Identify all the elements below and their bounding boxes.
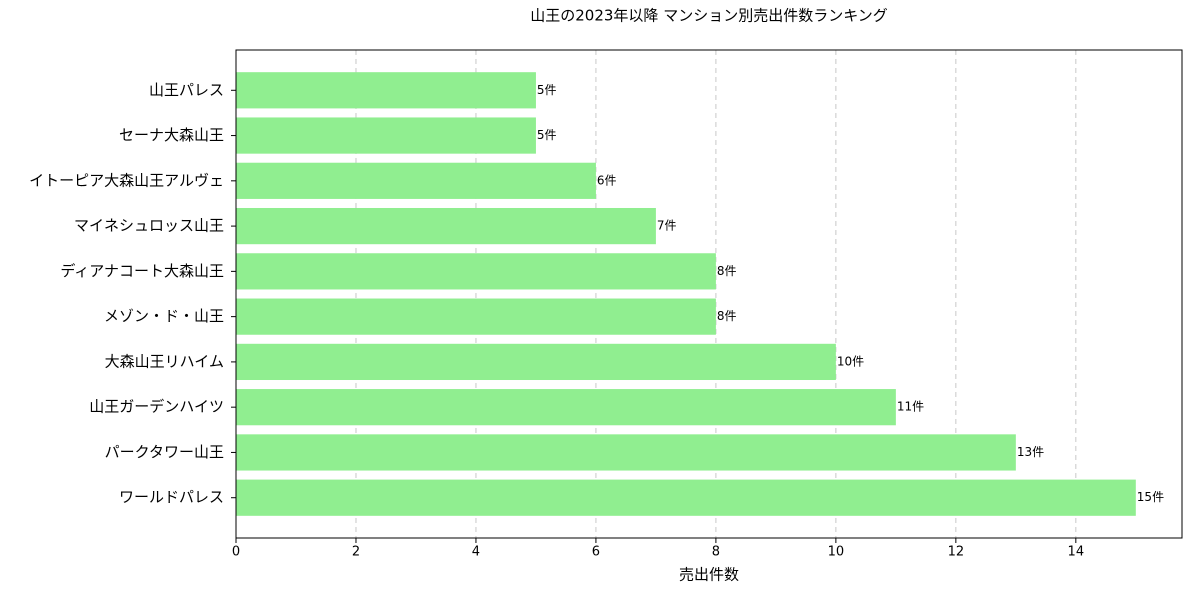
x-axis-label: 売出件数 xyxy=(679,566,739,584)
value-label: 8件 xyxy=(717,309,737,323)
value-label: 8件 xyxy=(717,264,737,278)
y-tick-label: メゾン・ド・山王 xyxy=(104,307,224,325)
value-label: 15件 xyxy=(1137,490,1164,504)
bar xyxy=(236,434,1016,471)
value-label: 11件 xyxy=(897,400,924,414)
x-tick-label: 14 xyxy=(1068,545,1085,560)
value-label: 7件 xyxy=(657,219,677,233)
x-tick-label: 8 xyxy=(712,545,720,560)
y-tick-label: 大森山王リハイム xyxy=(105,352,224,370)
y-tick-label: ディアナコート大森山王 xyxy=(60,262,224,280)
y-tick-label: ワールドパレス xyxy=(119,488,224,506)
x-tick-label: 0 xyxy=(232,545,240,560)
value-label: 10件 xyxy=(837,354,864,368)
chart-title: 山王の2023年以降 マンション別売出件数ランキング xyxy=(530,7,888,25)
bar xyxy=(236,389,896,426)
bar xyxy=(236,162,596,199)
value-label: 5件 xyxy=(537,128,557,142)
x-tick-label: 6 xyxy=(592,545,600,560)
y-tick-label: パークタワー山王 xyxy=(105,443,224,461)
bar xyxy=(236,343,836,381)
y-tick-label: セーナ大森山王 xyxy=(119,126,224,144)
bar xyxy=(236,117,536,154)
bar xyxy=(236,72,536,109)
y-tick-label: 山王パレス xyxy=(149,81,224,99)
bar xyxy=(236,479,1136,516)
bar xyxy=(236,298,716,335)
plot-frame xyxy=(235,49,1183,539)
x-tick-label: 4 xyxy=(472,545,480,560)
x-tick-label: 2 xyxy=(352,545,360,560)
x-tick-label: 10 xyxy=(828,545,845,560)
y-tick-label: 山王ガーデンハイツ xyxy=(89,398,224,416)
value-label: 13件 xyxy=(1017,445,1044,459)
x-tick-label: 12 xyxy=(948,545,965,560)
y-tick-label: イトーピア大森山王アルヴェ xyxy=(29,171,224,189)
bar xyxy=(236,253,716,290)
value-label: 6件 xyxy=(597,173,617,187)
y-tick-label: マイネシュロッス山王 xyxy=(74,217,224,235)
bar xyxy=(236,207,656,245)
value-label: 5件 xyxy=(537,83,557,97)
